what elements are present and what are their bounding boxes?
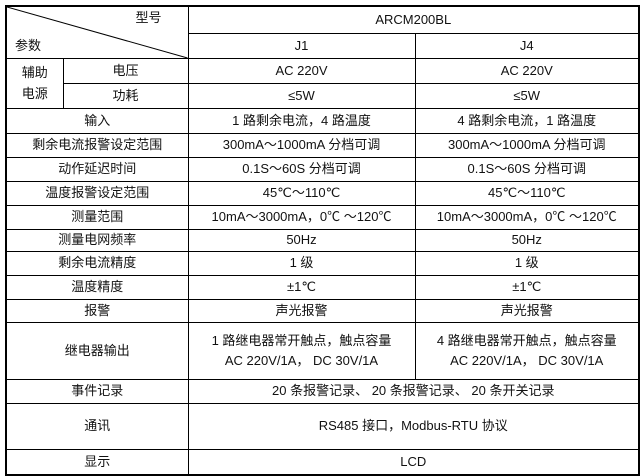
cell-voltage-j1: AC 220V — [187, 58, 416, 84]
cell-frequency-j1: 50Hz — [187, 229, 416, 252]
cell-voltage-j4: AC 220V — [414, 58, 640, 84]
cell-temp-range-j1: 45℃～110℃ — [187, 181, 416, 206]
cell-event-record: 20 条报警记录、 20 条报警记录、 20 条开关记录 — [187, 379, 640, 404]
table-row-alarm: 报警 声光报警 声光报警 — [5, 299, 640, 323]
cell-measure-range-j1: 10mA～3000mA，0℃ ～120℃ — [187, 205, 416, 230]
cell-communication: RS485 接口，Modbus-RTU 协议 — [187, 403, 640, 450]
row-label-relay-output: 继电器输出 — [5, 322, 189, 380]
cell-residual-range-j4: 300mA～1000mA 分档可调 — [414, 133, 640, 158]
table-row-power-consumption: 功耗 ≤5W ≤5W — [6, 83, 640, 109]
group-label-aux-power: 辅助电源 — [5, 58, 64, 109]
relay-j1-line1: 1 路继电器常开触点，触点容量 — [211, 332, 392, 348]
row-label-temp-alarm-range: 温度报警设定范围 — [5, 181, 189, 206]
cell-residual-accuracy-j1: 1 级 — [187, 251, 416, 276]
cell-input-j1: 1 路剩余电流，4 路温度 — [187, 108, 416, 134]
cell-measure-range-j4: 10mA～3000mA，0℃ ～120℃ — [414, 205, 640, 230]
model-name-cell: ARCM200BL — [187, 5, 640, 34]
row-label-grid-frequency: 测量电网频率 — [5, 229, 189, 252]
cell-residual-range-j1: 300mA～1000mA 分档可调 — [187, 133, 416, 158]
table-row-relay-output: 继电器输出 1 路继电器常开触点，触点容量 AC 220V/1A， DC 30V… — [5, 322, 640, 380]
corner-header-cell: 型号 参数 — [5, 5, 189, 59]
row-label-voltage: 电压 — [62, 58, 189, 84]
cell-power-j1: ≤5W — [187, 83, 416, 109]
cell-display: LCD — [187, 449, 640, 476]
row-label-measure-range: 测量范围 — [5, 205, 189, 230]
cell-relay-j1: 1 路继电器常开触点，触点容量 AC 220V/1A， DC 30V/1A — [187, 322, 416, 380]
row-label-delay-time: 动作延迟时间 — [5, 157, 189, 182]
row-label-residual-accuracy: 剩余电流精度 — [5, 251, 189, 276]
row-label-temp-accuracy: 温度精度 — [5, 275, 189, 300]
cell-residual-accuracy-j4: 1 级 — [414, 251, 640, 276]
column-header-j1: J1 — [187, 33, 416, 59]
cell-power-j4: ≤5W — [414, 83, 640, 109]
cell-input-j4: 4 路剩余电流，1 路温度 — [414, 108, 640, 134]
cell-alarm-j1: 声光报警 — [187, 299, 416, 323]
relay-j4-line1: 4 路继电器常开触点，触点容量 — [436, 332, 617, 348]
header-row-columns: J1 J4 — [6, 33, 640, 59]
row-label-power-consumption: 功耗 — [62, 83, 189, 109]
row-label-residual-current-range: 剩余电流报警设定范围 — [5, 133, 189, 158]
corner-label-parameter: 参数 — [15, 37, 42, 53]
table-row-display: 显示 LCD — [5, 449, 640, 476]
table-row-grid-frequency: 测量电网频率 50Hz 50Hz — [5, 229, 640, 252]
row-label-event-record: 事件记录 — [5, 379, 189, 404]
table-row-communication: 通讯 RS485 接口，Modbus-RTU 协议 — [5, 403, 640, 450]
row-label-display: 显示 — [5, 449, 189, 476]
column-header-j4: J4 — [414, 33, 640, 59]
corner-label-model: 型号 — [135, 10, 162, 25]
row-label-input: 输入 — [5, 108, 189, 134]
table-row-temp-alarm-range: 温度报警设定范围 45℃～110℃ 45℃～110℃ — [5, 181, 640, 206]
table-row-event-record: 事件记录 20 条报警记录、 20 条报警记录、 20 条开关记录 — [5, 379, 640, 404]
cell-temp-accuracy-j1: ±1℃ — [187, 275, 416, 300]
spec-table: 型号 参数 ARCM200BL J1 J4 辅助电源 电压 AC 220V AC… — [5, 5, 640, 476]
cell-temp-range-j4: 45℃～110℃ — [414, 181, 640, 206]
cell-relay-j4: 4 路继电器常开触点，触点容量 AC 220V/1A， DC 30V/1A — [414, 322, 640, 380]
cell-frequency-j4: 50Hz — [414, 229, 640, 252]
cell-delay-j4: 0.1S～60S 分档可调 — [414, 157, 640, 182]
table-row-residual-current-range: 剩余电流报警设定范围 300mA～1000mA 分档可调 300mA～1000m… — [5, 133, 640, 158]
table-row-measure-range: 测量范围 10mA～3000mA，0℃ ～120℃ 10mA～3000mA，0℃… — [5, 205, 640, 230]
row-label-alarm: 报警 — [5, 299, 189, 323]
table-row-input: 输入 1 路剩余电流，4 路温度 4 路剩余电流，1 路温度 — [5, 108, 640, 134]
diagonal-line-icon — [7, 7, 188, 58]
row-label-communication: 通讯 — [5, 403, 189, 450]
cell-delay-j1: 0.1S～60S 分档可调 — [187, 157, 416, 182]
relay-j1-line2: AC 220V/1A， DC 30V/1A — [224, 353, 379, 368]
table-row-delay-time: 动作延迟时间 0.1S～60S 分档可调 0.1S～60S 分档可调 — [5, 157, 640, 182]
header-row-model: 型号 参数 ARCM200BL — [5, 5, 640, 59]
table-row-residual-current-accuracy: 剩余电流精度 1 级 1 级 — [5, 251, 640, 276]
cell-alarm-j4: 声光报警 — [414, 299, 640, 323]
table-row-voltage: 辅助电源 电压 AC 220V AC 220V — [5, 58, 640, 109]
table-row-temp-accuracy: 温度精度 ±1℃ ±1℃ — [5, 275, 640, 300]
relay-j4-line2: AC 220V/1A， DC 30V/1A — [450, 353, 604, 368]
cell-temp-accuracy-j4: ±1℃ — [414, 275, 640, 300]
